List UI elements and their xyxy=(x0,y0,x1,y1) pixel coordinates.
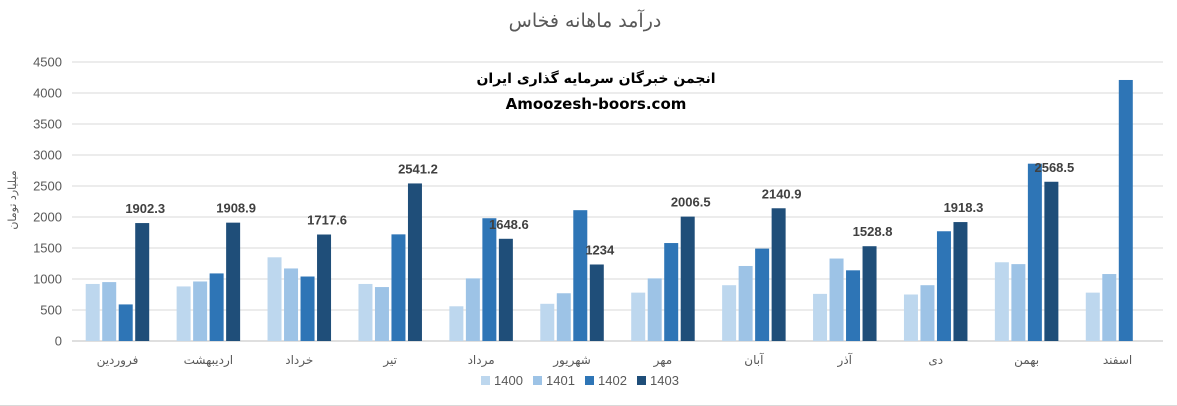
bar-1402 xyxy=(300,276,315,341)
x-tick-label: اسفند xyxy=(1103,353,1132,367)
legend-label: 1402 xyxy=(598,373,627,388)
chart-title: درآمد ماهانه فخاس xyxy=(509,8,662,32)
bar-1400 xyxy=(903,294,918,341)
bar-1400 xyxy=(722,285,737,341)
bar-1401 xyxy=(374,287,389,341)
bar-1403 xyxy=(771,208,786,341)
x-tick-label: مرداد xyxy=(468,353,495,368)
bar-1401 xyxy=(1011,264,1026,341)
y-tick-label: 2500 xyxy=(33,179,62,194)
bar-1401 xyxy=(465,278,480,341)
bar-1403 xyxy=(498,238,513,341)
bar-1402 xyxy=(1027,163,1042,341)
bar-1403 xyxy=(589,264,604,341)
bar-1400 xyxy=(358,283,373,341)
bar-1402 xyxy=(118,304,133,341)
legend-swatch xyxy=(585,376,594,385)
bar-1400 xyxy=(1085,292,1100,341)
bar-1402 xyxy=(573,210,588,341)
legend-swatch xyxy=(533,376,542,385)
bar-1400 xyxy=(631,292,646,341)
bar-1402 xyxy=(936,231,951,341)
bar-1400 xyxy=(176,286,191,341)
legend: 1400 1401 1402 1403 xyxy=(481,373,679,388)
bar-1402 xyxy=(664,243,679,341)
x-tick-label: مهر xyxy=(653,353,673,368)
bar-1400 xyxy=(994,262,1009,341)
x-tick-label: تیر xyxy=(382,353,397,368)
bar-1402 xyxy=(1118,79,1133,341)
bar-1401 xyxy=(284,268,299,341)
x-tick-label: بهمن xyxy=(1014,353,1039,368)
data-label: 1234 xyxy=(585,242,615,257)
legend-label: 1403 xyxy=(650,373,679,388)
data-label: 1918.3 xyxy=(944,200,984,215)
bar-1403 xyxy=(680,216,695,341)
data-label: 2006.5 xyxy=(671,195,711,210)
y-tick-label: 4500 xyxy=(33,55,62,70)
bar-1400 xyxy=(267,257,282,341)
data-label: 2140.9 xyxy=(762,186,802,201)
bar-1401 xyxy=(556,293,571,341)
bar-1402 xyxy=(846,270,861,341)
y-tick-label: 3500 xyxy=(33,117,62,132)
bar-1401 xyxy=(102,282,117,341)
watermark-line1: انجمن خبرگان سرمایه گذاری ایران xyxy=(476,70,715,87)
data-label: 2541.2 xyxy=(398,161,438,176)
y-tick-label: 2000 xyxy=(33,210,62,225)
y-tick-label: 500 xyxy=(40,303,62,318)
data-label: 2568.5 xyxy=(1034,160,1074,175)
bar-1400 xyxy=(540,303,555,341)
y-tick-label: 1500 xyxy=(33,241,62,256)
legend-label: 1400 xyxy=(494,373,523,388)
bar-1403 xyxy=(407,183,422,341)
gridlines xyxy=(72,61,1163,342)
x-tick-label: دی xyxy=(928,353,943,367)
bar-1400 xyxy=(85,283,100,341)
bar-1401 xyxy=(193,281,208,341)
bar-1403 xyxy=(953,222,968,341)
x-tick-label: اردیبهشت xyxy=(184,353,233,368)
bar-1403 xyxy=(862,246,877,341)
bar-1401 xyxy=(1102,274,1117,341)
bar-1403 xyxy=(135,223,150,341)
bar-1401 xyxy=(738,265,753,341)
bar-1402 xyxy=(209,273,224,341)
bar-1402 xyxy=(391,234,406,341)
bar-1403 xyxy=(226,222,241,341)
x-tick-label: شهریور xyxy=(552,353,591,368)
bar-1402 xyxy=(755,248,770,341)
bar-1400 xyxy=(449,306,464,341)
bar-1400 xyxy=(813,293,828,341)
bar-1403 xyxy=(317,234,332,341)
data-label: 1902.3 xyxy=(125,201,165,216)
bars xyxy=(85,79,1133,341)
data-label: 1908.9 xyxy=(216,201,256,216)
y-axis-ticks: 0 500 1000 1500 2000 2500 3000 3500 4000 4500 xyxy=(33,55,62,349)
bar-1403 xyxy=(1044,181,1059,341)
y-tick-label: 4000 xyxy=(33,86,62,101)
y-tick-label: 3000 xyxy=(33,148,62,163)
y-tick-label: 1000 xyxy=(33,272,62,287)
x-tick-label: خرداد xyxy=(285,353,313,368)
x-tick-label: آبان xyxy=(744,352,764,367)
legend-swatch xyxy=(481,376,490,385)
bar-1401 xyxy=(829,258,844,341)
data-label: 1717.6 xyxy=(307,213,347,228)
data-label: 1648.6 xyxy=(489,217,529,232)
y-tick-label: 0 xyxy=(55,334,62,349)
data-label: 1528.8 xyxy=(853,224,893,239)
x-axis-ticks: فروردین اردیبهشت خرداد تیر مرداد شهریور مهر آبا… xyxy=(97,352,1133,368)
x-tick-label: فروردین xyxy=(97,353,139,368)
data-labels: 1902.3 1908.9 1717.6 2541.2 1648.6 1234 2006.5… xyxy=(125,160,1074,258)
bar-1401 xyxy=(920,285,935,341)
watermark-line2: Amoozesh-boors.com xyxy=(506,95,687,113)
bar-1402 xyxy=(482,218,497,341)
legend-swatch xyxy=(637,376,646,385)
y-axis-label: میلیارد تومان xyxy=(6,170,19,229)
legend-label: 1401 xyxy=(546,373,575,388)
x-tick-label: آذر xyxy=(837,352,853,368)
bar-1401 xyxy=(647,278,662,341)
